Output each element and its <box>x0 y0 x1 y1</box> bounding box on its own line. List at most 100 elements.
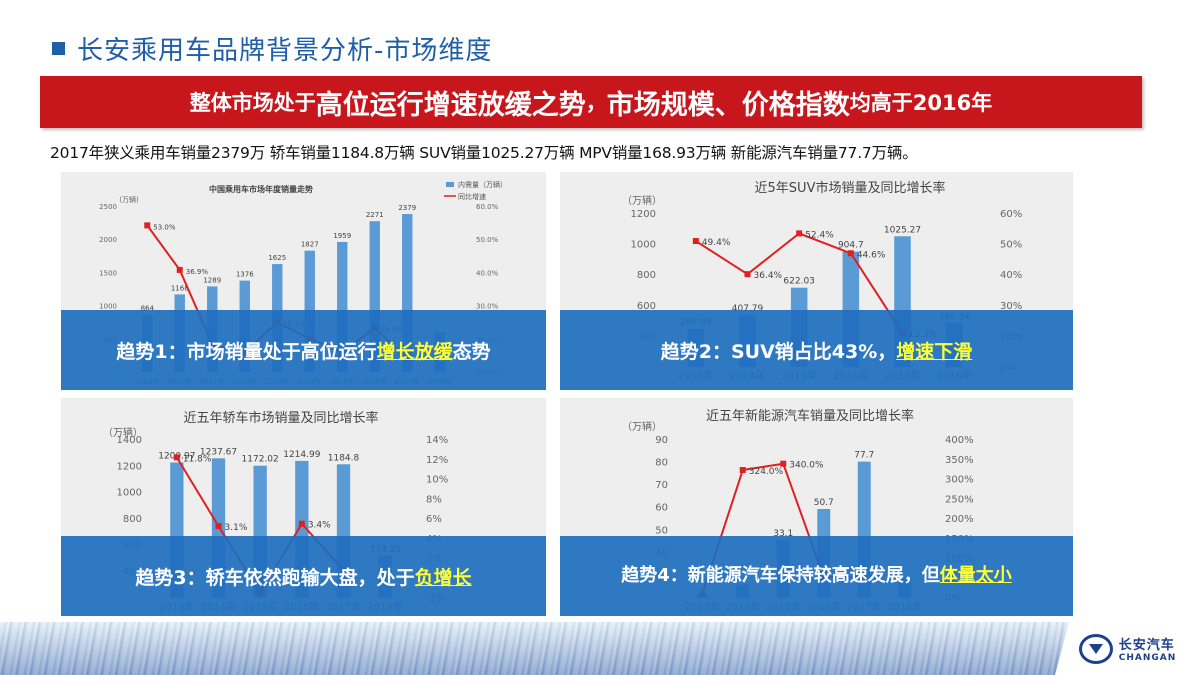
y-tick-label: 50 <box>655 525 668 536</box>
bar-value-label: 2271 <box>366 211 384 219</box>
y-axis-unit: （万辆） <box>103 426 143 439</box>
y-tick-label: 2500 <box>99 203 117 211</box>
y-tick-label: 1200 <box>117 461 142 472</box>
sales-summary: 2017年狭义乘用车销量2379万 轿车销量1184.8万辆 SUV销量1025… <box>50 144 918 162</box>
bar-value-label: 1827 <box>301 241 319 249</box>
y2-tick-label: 40% <box>1000 270 1022 281</box>
y2-tick-label: 350% <box>945 455 974 466</box>
bar-value-label: 1959 <box>333 232 351 240</box>
bar-value-label: 1289 <box>203 276 221 284</box>
y-axis-unit: （万辆） <box>622 194 662 207</box>
growth-rate-label: 52.4% <box>805 230 834 240</box>
headline-banner: 整体市场处于 高位运行增速放缓之势，市场规模、价格指数 均高于2016年 <box>40 76 1142 128</box>
y2-tick-label: 60.0% <box>476 203 499 211</box>
bar-value-label: 1184.8 <box>328 453 360 463</box>
growth-rate-label: 44.6% <box>857 250 886 260</box>
growth-rate-point <box>298 520 305 527</box>
trend-2-overlay: 趋势2：SUV销占比43%，增速下滑 <box>560 310 1073 390</box>
y-tick-label: 60 <box>655 503 668 514</box>
bar-value-label: 1025.27 <box>884 225 921 235</box>
growth-rate-label: 3.4% <box>308 521 331 531</box>
banner-part4: 市场规模、价格指数 <box>606 89 850 121</box>
y2-tick-label: 40.0% <box>476 269 499 277</box>
growth-rate-label: 324.0% <box>749 467 784 477</box>
footer-shade <box>0 622 1200 675</box>
y2-tick-label: 30% <box>1000 301 1022 312</box>
growth-rate-label: 36.4% <box>754 271 783 281</box>
growth-rate-point <box>176 266 183 273</box>
y-tick-label: 70 <box>655 480 668 491</box>
bar-value-label: 77.7 <box>854 451 874 461</box>
bar-value-label: 904.7 <box>838 241 864 251</box>
y-tick-label: 600 <box>637 301 656 312</box>
y-axis-unit: (万辆) <box>119 195 139 204</box>
y2-tick-label: 10% <box>426 475 448 486</box>
trend-2-highlight: 增速下滑 <box>896 340 973 363</box>
y2-tick-label: 6% <box>426 514 442 525</box>
y-tick-label: 80 <box>655 458 668 469</box>
y-tick-label: 1000 <box>631 240 656 251</box>
trend-1-text: 趋势1：市场销量处于高位运行 <box>116 340 377 363</box>
bar <box>402 214 413 372</box>
y-tick-label: 1000 <box>99 303 117 311</box>
bar-value-label: 864 <box>141 305 155 313</box>
y2-tick-label: 200% <box>945 514 974 525</box>
bar-value-label: 2379 <box>398 204 416 212</box>
y-tick-label: 1400 <box>117 435 142 446</box>
y-tick-label: 800 <box>637 270 656 281</box>
y2-tick-label: 14% <box>426 435 448 446</box>
y2-tick-label: 12% <box>426 455 448 466</box>
chart-title: 中国乘用车市场年度销量走势 <box>209 184 313 194</box>
trend-3-text: 趋势3：轿车依然跑输大盘，处于 <box>135 566 415 589</box>
logo-english-text: CHANGAN <box>1118 653 1177 663</box>
bar-value-label: 50.7 <box>814 498 834 508</box>
growth-rate-label: 53.0% <box>153 223 176 231</box>
trend-1-suffix: 态势 <box>452 340 491 363</box>
legend-swatch-bar <box>446 182 454 187</box>
y-tick-label: 1000 <box>117 488 142 499</box>
bar-value-label: 1168 <box>171 284 189 292</box>
bar <box>369 221 380 372</box>
bar-value-label: 622.03 <box>783 277 815 287</box>
changan-emblem-icon <box>1078 633 1113 664</box>
trend-4-text: 趋势4：新能源汽车保持较高速发展，但 <box>621 565 940 586</box>
legend-label: 同比增速 <box>458 192 486 201</box>
bar-value-label: 1172.02 <box>242 455 279 465</box>
logo-chinese-text: 长安汽车 <box>1118 638 1175 653</box>
title-bullet-icon <box>52 41 65 55</box>
growth-rate-point <box>173 454 180 461</box>
y2-tick-label: 8% <box>426 494 442 505</box>
bar-value-label: 1237.67 <box>200 447 237 457</box>
growth-rate-point <box>744 271 751 278</box>
bar <box>337 241 348 372</box>
y2-tick-label: 30.0% <box>476 303 499 311</box>
growth-rate-point <box>144 222 151 229</box>
bar-value-label: 1625 <box>268 254 286 262</box>
chart-title: 近五年轿车市场销量及同比增长率 <box>183 410 378 426</box>
y-tick-label: 1500 <box>99 269 117 277</box>
chart-title: 近五年新能源汽车销量及同比增长率 <box>706 408 914 424</box>
growth-rate-point <box>780 460 787 467</box>
y2-tick-label: 60% <box>1000 209 1022 220</box>
banner-part1: 整体市场处于 <box>189 91 316 115</box>
y2-tick-label: 400% <box>945 435 974 446</box>
trend-4-overlay: 趋势4：新能源汽车保持较高速发展，但体量太小 <box>560 536 1073 616</box>
y2-tick-label: 50% <box>1000 240 1022 251</box>
trend-2-text: 趋势2：SUV销占比43%， <box>660 340 897 363</box>
growth-rate-label: 49.4% <box>702 238 731 248</box>
growth-rate-point <box>215 523 222 530</box>
banner-part5: 均高于2016年 <box>849 91 993 115</box>
growth-rate-point <box>847 250 854 257</box>
y2-tick-label: 250% <box>945 494 974 505</box>
chart-title: 近5年SUV市场销量及同比增长率 <box>755 180 946 196</box>
growth-rate-point <box>796 230 803 237</box>
legend-label: 内需量（万辆） <box>458 180 507 189</box>
trend-3-highlight: 负增长 <box>414 566 472 589</box>
banner-part2: 高位运行增速放缓之势 <box>315 89 586 121</box>
y-tick-label: 90 <box>655 435 668 446</box>
y-tick-label: 2000 <box>99 236 117 244</box>
bar-value-label: 33.1 <box>773 529 793 539</box>
bar-value-label: 1214.99 <box>283 450 320 460</box>
page-title-row: 长安乘用车品牌背景分析-市场维度 <box>52 30 492 66</box>
trend-4-highlight: 体量太小 <box>939 565 1012 586</box>
